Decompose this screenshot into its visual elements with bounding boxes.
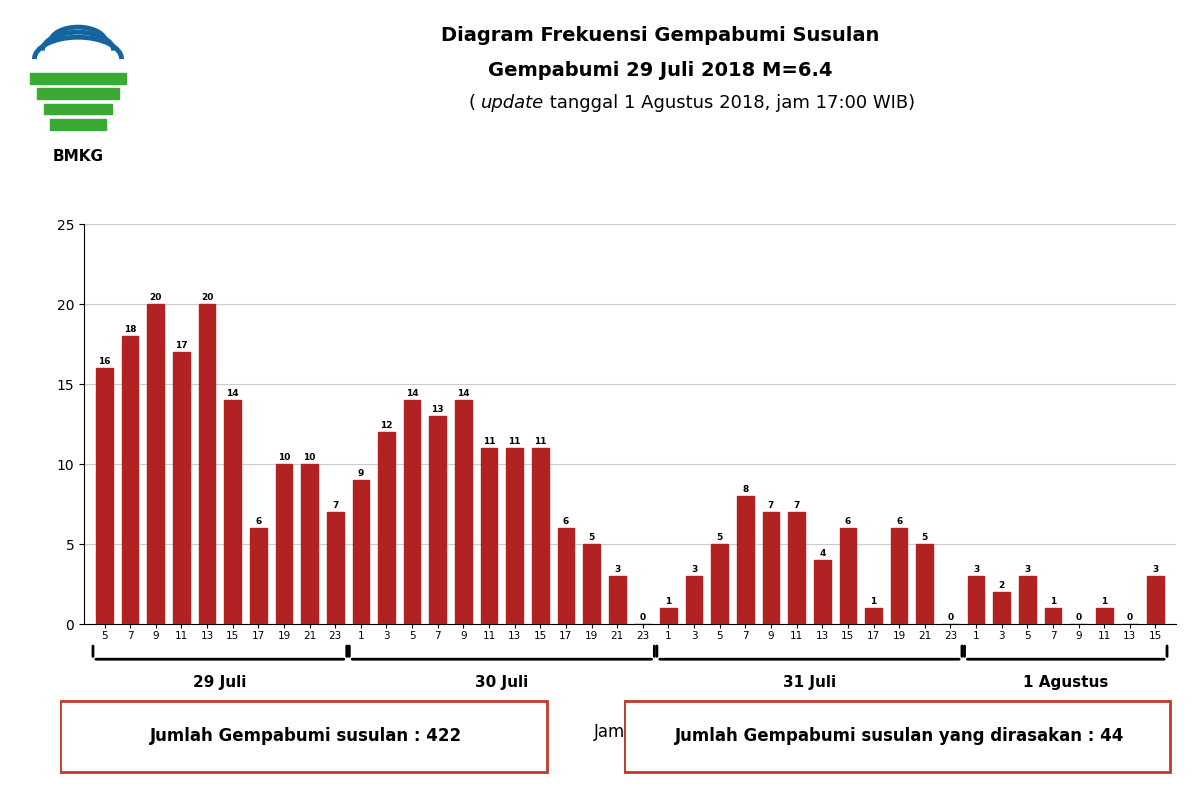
Bar bbox=[403, 400, 420, 624]
Bar bbox=[558, 528, 575, 624]
Text: 5: 5 bbox=[588, 533, 595, 542]
Text: 10: 10 bbox=[277, 453, 290, 462]
Text: 1: 1 bbox=[665, 597, 672, 606]
Text: 17: 17 bbox=[175, 341, 187, 350]
Bar bbox=[122, 336, 138, 624]
Text: 3: 3 bbox=[691, 565, 697, 574]
Bar bbox=[994, 592, 1010, 624]
Text: 30 Juli: 30 Juli bbox=[475, 675, 528, 690]
Text: 20: 20 bbox=[150, 293, 162, 302]
Bar bbox=[43, 103, 113, 114]
Text: 29 Juli: 29 Juli bbox=[193, 675, 246, 690]
Bar bbox=[1019, 576, 1036, 624]
Text: Gempabumi 29 Juli 2018 M=6.4: Gempabumi 29 Juli 2018 M=6.4 bbox=[487, 61, 833, 80]
Bar bbox=[353, 480, 370, 624]
Text: 16: 16 bbox=[98, 357, 110, 366]
Bar bbox=[737, 496, 754, 624]
Text: 5: 5 bbox=[716, 533, 722, 542]
Bar bbox=[1096, 608, 1112, 624]
Text: 0: 0 bbox=[640, 613, 646, 622]
Text: 6: 6 bbox=[845, 517, 851, 526]
Text: 20: 20 bbox=[200, 293, 214, 302]
Text: 11: 11 bbox=[509, 437, 521, 446]
Bar bbox=[250, 528, 266, 624]
Bar bbox=[1147, 576, 1164, 624]
Bar bbox=[326, 512, 343, 624]
Text: Jumlah Gempabumi susulan : 422: Jumlah Gempabumi susulan : 422 bbox=[150, 727, 462, 745]
Text: 9: 9 bbox=[358, 469, 364, 478]
Bar bbox=[763, 512, 779, 624]
Text: 7: 7 bbox=[793, 501, 800, 510]
Bar bbox=[814, 560, 830, 624]
Text: 1: 1 bbox=[870, 597, 877, 606]
Text: 1: 1 bbox=[1102, 597, 1108, 606]
Text: 31 Juli: 31 Juli bbox=[782, 675, 836, 690]
Text: 1 Agustus: 1 Agustus bbox=[1024, 675, 1109, 690]
Text: 1: 1 bbox=[1050, 597, 1056, 606]
Bar bbox=[96, 368, 113, 624]
Bar bbox=[1045, 608, 1061, 624]
Bar bbox=[865, 608, 882, 624]
Bar bbox=[199, 304, 215, 624]
Bar bbox=[608, 576, 625, 624]
Bar bbox=[276, 464, 293, 624]
Text: 8: 8 bbox=[743, 485, 749, 494]
Text: 0: 0 bbox=[1075, 613, 1081, 622]
Bar bbox=[583, 544, 600, 624]
Bar bbox=[788, 512, 805, 624]
Text: 0: 0 bbox=[1127, 613, 1133, 622]
Text: 3: 3 bbox=[1024, 565, 1031, 574]
Bar bbox=[917, 544, 934, 624]
Bar bbox=[50, 118, 106, 130]
Text: 14: 14 bbox=[227, 389, 239, 398]
Text: 5: 5 bbox=[922, 533, 928, 542]
Text: 6: 6 bbox=[256, 517, 262, 526]
Bar bbox=[532, 448, 548, 624]
Text: Jumlah Gempabumi susulan yang dirasakan : 44: Jumlah Gempabumi susulan yang dirasakan … bbox=[676, 727, 1124, 745]
Bar bbox=[378, 432, 395, 624]
Bar bbox=[890, 528, 907, 624]
Text: 14: 14 bbox=[457, 389, 469, 398]
Text: 11: 11 bbox=[534, 437, 546, 446]
Text: tanggal 1 Agustus 2018, jam 17:00 WIB): tanggal 1 Agustus 2018, jam 17:00 WIB) bbox=[544, 94, 914, 112]
Text: 7: 7 bbox=[332, 501, 338, 510]
Bar bbox=[967, 576, 984, 624]
Bar bbox=[685, 576, 702, 624]
Text: 3: 3 bbox=[1152, 565, 1159, 574]
Bar bbox=[430, 416, 446, 624]
Text: 7: 7 bbox=[768, 501, 774, 510]
Bar bbox=[37, 89, 119, 99]
Text: 18: 18 bbox=[124, 325, 137, 334]
FancyBboxPatch shape bbox=[624, 701, 1170, 772]
Text: 14: 14 bbox=[406, 389, 419, 398]
Text: BMKG: BMKG bbox=[53, 149, 103, 164]
Text: 4: 4 bbox=[820, 549, 826, 558]
Text: 10: 10 bbox=[304, 453, 316, 462]
Bar bbox=[506, 448, 523, 624]
Text: 2: 2 bbox=[998, 581, 1004, 590]
Bar bbox=[30, 74, 126, 84]
Text: (: ( bbox=[468, 94, 475, 112]
Text: update: update bbox=[481, 94, 545, 112]
Bar bbox=[148, 304, 164, 624]
Bar bbox=[481, 448, 497, 624]
Bar bbox=[301, 464, 318, 624]
Text: 12: 12 bbox=[380, 421, 392, 430]
Bar bbox=[173, 352, 190, 624]
Text: 6: 6 bbox=[896, 517, 902, 526]
Bar bbox=[455, 400, 472, 624]
Text: Diagram Frekuensi Gempabumi Susulan: Diagram Frekuensi Gempabumi Susulan bbox=[440, 26, 880, 45]
Bar bbox=[840, 528, 857, 624]
Text: 3: 3 bbox=[614, 565, 620, 574]
Bar bbox=[660, 608, 677, 624]
Text: 6: 6 bbox=[563, 517, 569, 526]
FancyBboxPatch shape bbox=[60, 701, 547, 772]
Bar bbox=[712, 544, 728, 624]
Text: Jam (WIB): Jam (WIB) bbox=[594, 723, 676, 741]
Text: 11: 11 bbox=[482, 437, 496, 446]
Text: 13: 13 bbox=[432, 405, 444, 414]
Text: 3: 3 bbox=[973, 565, 979, 574]
Text: 0: 0 bbox=[947, 613, 954, 622]
Bar bbox=[224, 400, 241, 624]
